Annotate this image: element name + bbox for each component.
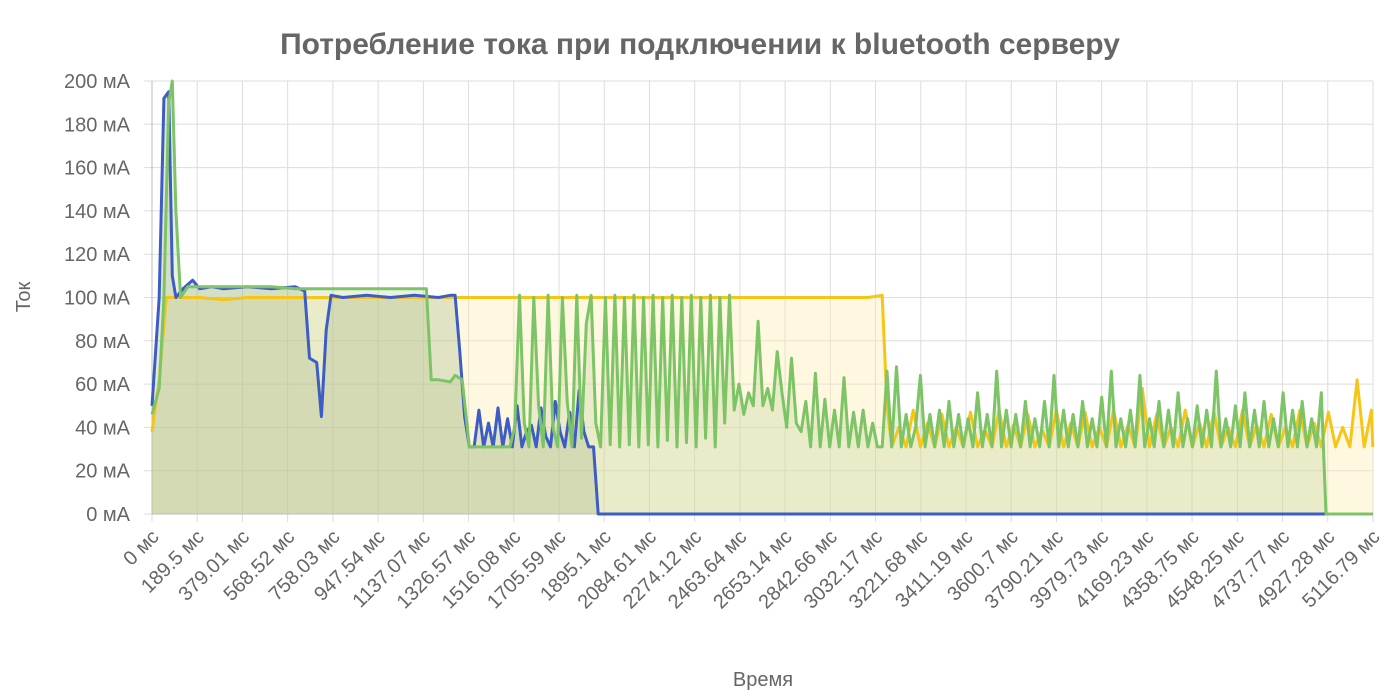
y-tick-label: 120 мА: [64, 244, 131, 266]
y-tick-label: 100 мА: [64, 288, 131, 310]
y-tick-label: 80 мА: [75, 331, 131, 353]
series-area-1: [152, 91, 1373, 515]
y-axis-label: Ток: [13, 281, 35, 312]
series-line-2: [150, 79, 1373, 516]
y-tick-label: 20 мА: [75, 461, 131, 483]
y-tick-label: 40 мА: [75, 417, 131, 439]
y-tick-label: 0 мА: [86, 504, 130, 526]
series-line-0: [150, 293, 1375, 449]
y-tick-label: 180 мА: [64, 114, 131, 136]
y-tick-label: 140 мА: [64, 201, 131, 223]
y-tick-label: 160 мА: [64, 158, 131, 180]
x-axis-label: Время: [733, 669, 793, 691]
y-tick-label: 200 мА: [64, 71, 131, 93]
y-axis-ticks: 0 мА 20 мА 40 мА 60 мА 80 мА 100 мА 120 мА 140 …: [64, 71, 131, 526]
y-tick-label: 60 мА: [75, 374, 131, 396]
chart-title: Потребление тока при подключении к bluet…: [280, 28, 1120, 61]
series-area-2: [152, 81, 1373, 514]
series-lines: [150, 79, 1375, 516]
